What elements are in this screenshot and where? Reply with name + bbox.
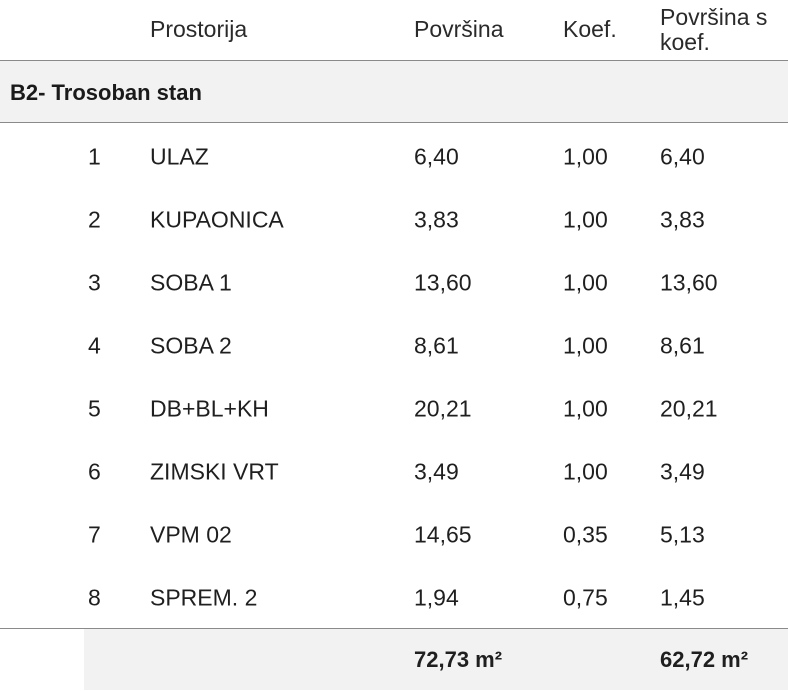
row-room: SPREM. 2	[150, 584, 258, 610]
row-number: 6	[88, 458, 101, 484]
row-area-koef: 3,49	[660, 458, 705, 484]
row-number: 2	[88, 206, 101, 232]
table-row: 4 SOBA 2 8,61 1,00 8,61	[0, 314, 788, 377]
row-room: ZIMSKI VRT	[150, 458, 279, 484]
table-row: 5 DB+BL+KH 20,21 1,00 20,21	[0, 377, 788, 440]
table-row: 6 ZIMSKI VRT 3,49 1,00 3,49	[0, 440, 788, 503]
row-number: 4	[88, 332, 101, 358]
row-number: 3	[88, 269, 101, 295]
table-row: 8 SPREM. 2 1,94 0,75 1,45	[0, 566, 788, 629]
table-row: 7 VPM 02 14,65 0,35 5,13	[0, 503, 788, 566]
row-area: 6,40	[414, 143, 459, 169]
row-koef: 1,00	[563, 458, 608, 484]
table-row: 2 KUPAONICA 3,83 1,00 3,83	[0, 188, 788, 251]
row-area: 8,61	[414, 332, 459, 358]
header-area-koef-line1: Površina s	[660, 4, 768, 30]
totals-row: 72,73 m² 62,72 m²	[0, 628, 788, 691]
row-koef: 1,00	[563, 269, 608, 295]
row-area-koef: 1,45	[660, 584, 705, 610]
row-room: DB+BL+KH	[150, 395, 269, 421]
row-area: 3,49	[414, 458, 459, 484]
row-area: 1,94	[414, 584, 459, 610]
total-area: 72,73 m²	[414, 646, 503, 672]
row-area: 13,60	[414, 269, 472, 295]
row-number: 5	[88, 395, 101, 421]
row-area: 14,65	[414, 521, 472, 547]
total-area-koef: 62,72 m²	[660, 646, 749, 672]
row-koef: 0,75	[563, 584, 608, 610]
row-area-koef: 6,40	[660, 143, 705, 169]
table-header: Prostorija Površina Koef. Površina s koe…	[0, 0, 788, 60]
header-koef: Koef.	[563, 16, 617, 42]
row-koef: 1,00	[563, 143, 608, 169]
row-room: KUPAONICA	[150, 206, 284, 232]
header-room: Prostorija	[150, 16, 248, 42]
totals-spacer	[0, 629, 84, 691]
row-number: 1	[88, 143, 101, 169]
table-row: 1 ULAZ 6,40 1,00 6,40	[0, 125, 788, 188]
row-room: VPM 02	[150, 521, 232, 547]
table-row: 3 SOBA 1 13,60 1,00 13,60	[0, 251, 788, 314]
row-area-koef: 20,21	[660, 395, 718, 421]
row-area: 20,21	[414, 395, 472, 421]
header-area-koef-line2: koef.	[660, 29, 710, 55]
header-area: Površina	[414, 16, 504, 42]
row-koef: 1,00	[563, 332, 608, 358]
row-koef: 1,00	[563, 206, 608, 232]
row-number: 8	[88, 584, 101, 610]
row-area-koef: 13,60	[660, 269, 718, 295]
row-koef: 0,35	[563, 521, 608, 547]
row-area-koef: 5,13	[660, 521, 705, 547]
row-area-koef: 3,83	[660, 206, 705, 232]
row-room: ULAZ	[150, 143, 209, 169]
group-row: B2- Trosoban stan	[0, 60, 788, 123]
group-title: B2- Trosoban stan	[10, 80, 202, 105]
row-room: SOBA 2	[150, 332, 232, 358]
row-number: 7	[88, 521, 101, 547]
row-area-koef: 8,61	[660, 332, 705, 358]
row-koef: 1,00	[563, 395, 608, 421]
row-area: 3,83	[414, 206, 459, 232]
row-room: SOBA 1	[150, 269, 232, 295]
